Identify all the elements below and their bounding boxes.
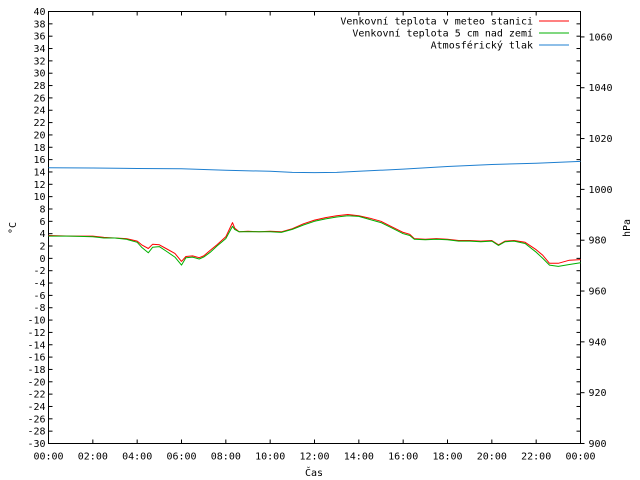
x-axis: 00:00 02:00 04:00 06:00 08:00 10:00 12:00 14:00… xyxy=(33,11,596,463)
y-left-tick-label: -18 xyxy=(27,365,45,376)
y-left-tick-label: -8 xyxy=(33,303,45,314)
x-tick-label: 20:00 xyxy=(477,452,507,463)
y-left-tick-label: 40 xyxy=(33,7,45,18)
y-left-tick-label: -4 xyxy=(33,279,45,290)
y-left-tick-label: 34 xyxy=(33,44,45,55)
legend: Venkovní teplota v meteo staniciVenkovní… xyxy=(340,16,569,52)
y-left-tick-label: -26 xyxy=(27,414,45,425)
series-line-2 xyxy=(48,160,581,174)
y-left-tick-label: 30 xyxy=(33,69,45,80)
y-left-tick-label: 18 xyxy=(33,143,45,154)
x-tick-label: 04:00 xyxy=(122,452,152,463)
x-tick-label: 00:00 xyxy=(565,452,595,463)
y-left-tick-label: -24 xyxy=(27,402,45,413)
y-right-tick-label: 1040 xyxy=(589,83,613,94)
y-left-tick-label: -16 xyxy=(27,353,45,364)
y-left-tick-label: 16 xyxy=(33,155,45,166)
y-right-tick-label: 1020 xyxy=(589,134,613,145)
y-left-tick-label: -12 xyxy=(27,328,45,339)
legend-entry-label: Venkovní teplota 5 cm nad zemí xyxy=(352,28,533,40)
y-left-tick-label: 0 xyxy=(39,254,45,265)
y-left-tick-label: 14 xyxy=(33,167,45,178)
y-left-tick-label: 24 xyxy=(33,106,45,117)
y-left-tick-label: 26 xyxy=(33,93,45,104)
y-left-tick-label: -30 xyxy=(27,439,45,450)
y-right-tick-label: 960 xyxy=(589,287,607,298)
y-axis-left-label: °C xyxy=(8,222,19,234)
x-tick-label: 14:00 xyxy=(344,452,374,463)
plot-area-frame xyxy=(48,11,581,444)
x-tick-label: 16:00 xyxy=(388,452,418,463)
y-left-tick-label: -2 xyxy=(33,266,45,277)
legend-entry-label: Atmosférický tlak xyxy=(431,40,533,52)
y-left-tick-label: 32 xyxy=(33,56,45,67)
y-left-tick-label: 10 xyxy=(33,192,45,203)
legend-entry-label: Venkovní teplota v meteo stanici xyxy=(340,16,533,28)
x-tick-label: 02:00 xyxy=(78,452,108,463)
x-tick-label: 06:00 xyxy=(166,452,196,463)
x-tick-label: 12:00 xyxy=(299,452,329,463)
y-left-tick-label: -6 xyxy=(33,291,45,302)
y-left-tick-label: -22 xyxy=(27,390,45,401)
y-left-tick-label: 36 xyxy=(33,32,45,43)
y-left-tick-label: 2 xyxy=(39,242,45,253)
y-right-tick-label: 1000 xyxy=(589,185,613,196)
y-right-tick-label: 920 xyxy=(589,388,607,399)
y-left-tick-label: -20 xyxy=(27,377,45,388)
series-line-0 xyxy=(48,214,581,264)
x-tick-label: 22:00 xyxy=(521,452,551,463)
y-left-tick-label: 28 xyxy=(33,81,45,92)
y-right-tick-label: 1060 xyxy=(589,32,613,43)
y-right-tick-label: 940 xyxy=(589,337,607,348)
y-left-tick-label: 12 xyxy=(33,180,45,191)
series-lines xyxy=(48,160,581,267)
y-axis-left: 4038363432302826242220181614121086420-2-… xyxy=(27,7,581,450)
y-left-tick-label: 22 xyxy=(33,118,45,129)
y-left-tick-label: 6 xyxy=(39,217,45,228)
y-left-tick-label: -10 xyxy=(27,316,45,327)
y-right-tick-label: 980 xyxy=(589,236,607,247)
series-line-1 xyxy=(48,215,581,267)
x-tick-label: 10:00 xyxy=(255,452,285,463)
x-tick-label: 08:00 xyxy=(211,452,241,463)
y-left-tick-label: -14 xyxy=(27,340,45,351)
y-axis-right-label: hPa xyxy=(622,219,633,237)
y-left-tick-label: -28 xyxy=(27,427,45,438)
y-left-tick-label: 8 xyxy=(39,204,45,215)
x-tick-label: 18:00 xyxy=(432,452,462,463)
y-right-tick-label: 900 xyxy=(589,439,607,450)
x-axis-label: Čas xyxy=(305,466,323,479)
y-left-tick-label: 4 xyxy=(39,229,45,240)
x-tick-label: 00:00 xyxy=(33,452,63,463)
y-left-tick-label: 20 xyxy=(33,130,45,141)
y-left-tick-label: 38 xyxy=(33,19,45,30)
y-axis-right: 1060 1040 1020 1000 980 960 940 920 900 xyxy=(580,32,613,450)
